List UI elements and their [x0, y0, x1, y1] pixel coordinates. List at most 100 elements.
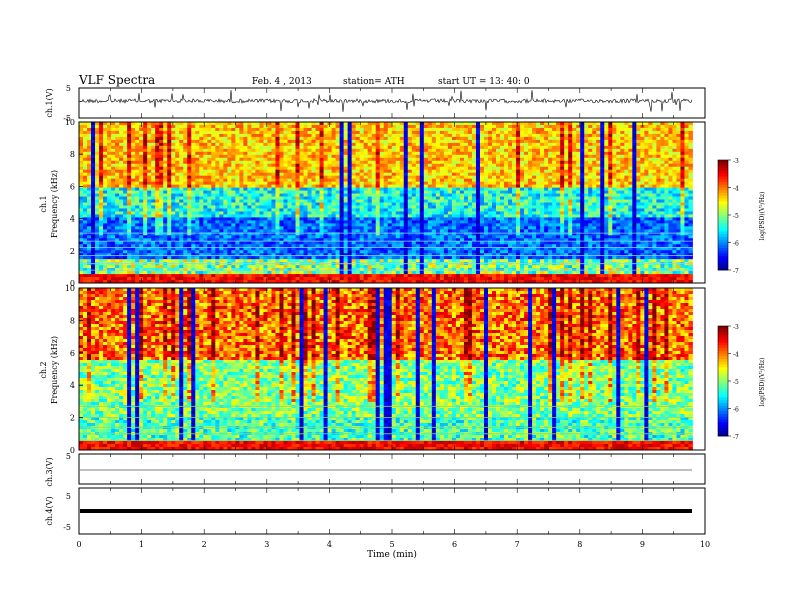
- spectrogram-cell: [207, 241, 212, 245]
- spectrogram-cell: [183, 277, 188, 281]
- spectrogram-cell: [123, 160, 128, 165]
- spectrogram-cell: [275, 178, 280, 183]
- spectrogram-cell: [119, 265, 124, 269]
- spectrogram-cell: [303, 163, 308, 168]
- spectrogram-cell: [219, 157, 224, 162]
- spectrogram-cell: [203, 124, 208, 129]
- spectrogram-cell: [211, 211, 216, 215]
- spectrogram-cell: [427, 214, 433, 218]
- spectrogram-cell: [447, 154, 453, 159]
- spectrogram-cell: [95, 145, 100, 150]
- spectrogram-cell: [291, 232, 296, 236]
- spectrogram-cell: [267, 122, 272, 126]
- spectrogram-cell: [347, 271, 353, 275]
- spectrogram-cell: [155, 148, 160, 153]
- spectrogram-cell: [247, 205, 252, 209]
- spectrogram-cell: [107, 220, 112, 224]
- spectrogram-cell: [147, 199, 152, 203]
- spectrogram-cell: [363, 253, 369, 257]
- spectrogram-cell: [271, 133, 276, 138]
- spectrogram-cell: [219, 280, 224, 284]
- spectrogram-cell: [195, 178, 200, 183]
- spectrogram-cell: [247, 136, 252, 141]
- spectrogram-cell: [207, 247, 212, 251]
- spectrogram-cell: [223, 154, 228, 159]
- spectrogram-cell: [319, 187, 324, 191]
- spectrogram-cell: [227, 199, 232, 203]
- spectrogram-cell: [255, 274, 260, 278]
- spectrogram-cell: [91, 205, 96, 209]
- spectrogram-cell: [211, 265, 216, 269]
- spectrogram-cell: [335, 205, 341, 209]
- spectrogram-cell: [419, 127, 425, 132]
- spectrogram-cell: [291, 122, 296, 126]
- spectrogram-cell: [259, 265, 264, 269]
- spectrogram-cell: [239, 247, 244, 251]
- spectrogram-cell: [383, 271, 389, 275]
- spectrogram-cell: [135, 259, 140, 263]
- spectrogram-cell: [387, 154, 393, 159]
- spectrogram-cell: [439, 250, 445, 254]
- spectrogram-cell: [423, 122, 429, 126]
- spectrogram-cell: [411, 205, 417, 209]
- spectrogram-cell: [343, 127, 349, 132]
- spectrogram-cell: [179, 124, 184, 129]
- spectrogram-cell: [127, 226, 132, 230]
- spectrogram-cell: [111, 223, 116, 227]
- spectrogram-cell: [267, 133, 272, 138]
- spectrogram-cell: [259, 172, 264, 177]
- spectrogram-cell: [355, 217, 361, 221]
- spectrogram-cell: [115, 217, 120, 221]
- spectrogram-cell: [279, 133, 284, 138]
- spectrogram-cell: [87, 154, 92, 159]
- spectrogram-cell: [267, 163, 272, 168]
- spectrogram-cell: [195, 247, 200, 251]
- spectrogram-cell: [283, 256, 288, 260]
- spectrogram-cell: [195, 205, 200, 209]
- spectrogram-cell: [139, 238, 144, 242]
- spectrogram-cell: [175, 184, 180, 188]
- spectrogram-cell: [147, 169, 152, 174]
- spectrogram-cell: [439, 259, 445, 263]
- spectrogram-cell: [91, 124, 96, 129]
- spectrogram-cell: [83, 157, 88, 162]
- spectrogram-cell: [183, 145, 188, 150]
- spectrogram-cell: [163, 244, 168, 248]
- spectrogram-cell: [175, 280, 180, 284]
- spectrogram-cell: [383, 265, 389, 269]
- spectrogram-cell: [367, 178, 373, 183]
- spectrogram-cell: [171, 211, 176, 215]
- spectrogram-cell: [227, 247, 232, 251]
- spectrogram-cell: [263, 232, 268, 236]
- spectrogram-cell: [219, 133, 224, 138]
- spectrogram-cell: [271, 181, 276, 186]
- spectrogram-cell: [187, 217, 192, 221]
- spectrogram-cell: [327, 214, 333, 218]
- spectrogram-cell: [223, 265, 228, 269]
- spectrogram-cell: [107, 277, 112, 281]
- spectrogram-cell: [235, 280, 240, 284]
- spectrogram-cell: [155, 166, 160, 171]
- spectrogram-cell: [359, 166, 365, 171]
- spectrogram-cell: [159, 253, 164, 257]
- spectrogram-cell: [351, 229, 357, 233]
- spectrogram-cell: [347, 244, 353, 248]
- spectrogram-cell: [347, 175, 353, 180]
- spectrogram-cell: [159, 133, 164, 138]
- spectrogram-cell: [147, 280, 152, 284]
- spectrogram-cell: [379, 247, 385, 251]
- spectrogram-cell: [379, 250, 385, 254]
- spectrogram-cell: [363, 223, 369, 227]
- spectrogram-cell: [103, 142, 108, 147]
- spectrogram-cell: [247, 232, 252, 236]
- spectrogram-cell: [155, 208, 160, 212]
- spectrogram-cell: [443, 232, 449, 236]
- spectrogram-cell: [215, 187, 220, 191]
- spectrogram-cell: [387, 205, 393, 209]
- spectrogram-cell: [235, 235, 240, 239]
- spectrogram-cell: [111, 184, 116, 188]
- spectrogram-cell: [87, 187, 92, 191]
- spectrogram-cell: [427, 190, 433, 194]
- spectrogram-cell: [351, 172, 357, 177]
- spectrogram-cell: [427, 247, 433, 251]
